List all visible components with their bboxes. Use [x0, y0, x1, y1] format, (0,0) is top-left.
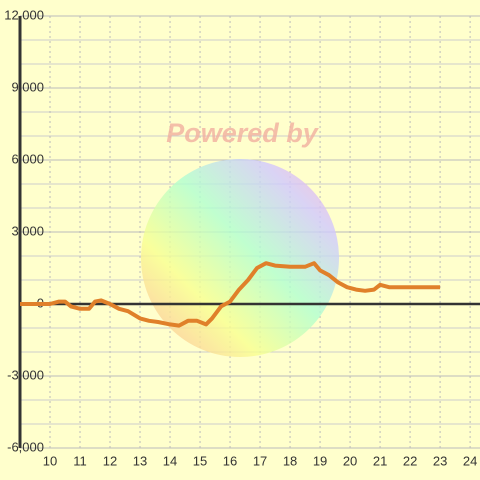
- x-tick-label: 16: [223, 453, 237, 468]
- plot: -6,000-3,00003,0006,0009,00012,000101112…: [4, 7, 480, 468]
- x-tick-label: 24: [463, 453, 477, 468]
- x-tick-label: 23: [433, 453, 447, 468]
- watermark-logo: [141, 159, 339, 357]
- y-tick-label: 6,000: [11, 151, 44, 166]
- x-tick-label: 11: [73, 453, 87, 468]
- x-tick-label: 10: [43, 453, 57, 468]
- x-tick-label: 12: [103, 453, 117, 468]
- x-tick-label: 17: [253, 453, 267, 468]
- x-tick-label: 22: [403, 453, 417, 468]
- x-tick-label: 13: [133, 453, 147, 468]
- y-tick-label: -6,000: [7, 439, 44, 454]
- y-tick-label: -3,000: [7, 367, 44, 382]
- x-tick-label: 18: [283, 453, 297, 468]
- y-tick-label: 12,000: [4, 7, 44, 22]
- y-tick-label: 9,000: [11, 79, 44, 94]
- x-tick-label: 14: [163, 453, 177, 468]
- x-tick-label: 21: [373, 453, 387, 468]
- x-tick-label: 19: [313, 453, 327, 468]
- data-line: [20, 261, 441, 328]
- x-tick-label: 20: [343, 453, 357, 468]
- x-tick-label: 15: [193, 453, 207, 468]
- watermark-text: Powered by: [166, 118, 320, 148]
- y-tick-label: 3,000: [11, 223, 44, 238]
